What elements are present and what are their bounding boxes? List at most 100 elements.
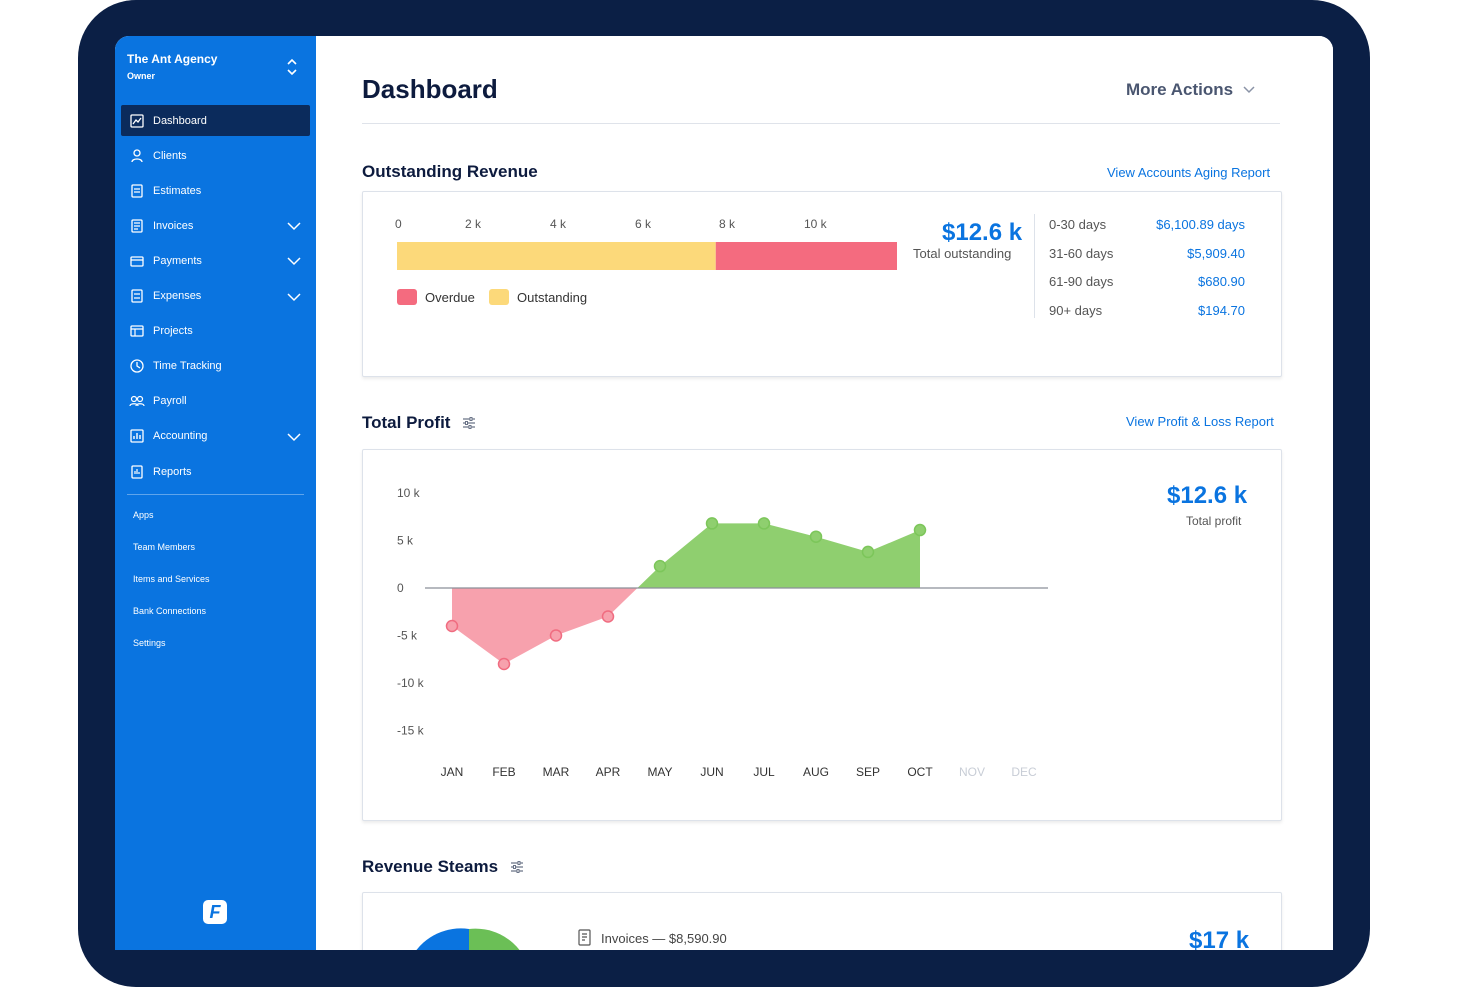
chevron-down-icon[interactable] [286,429,302,445]
sidebar-item-label: Payments [153,254,202,267]
accounting-icon [129,428,145,444]
x-tick-label: 2 k [465,217,482,231]
sidebar-item-reports[interactable]: Reports [121,456,310,487]
data-point [653,559,667,573]
chevron-down-icon [1243,86,1255,94]
y-tick-label: -10 k [397,676,425,690]
business-role: Owner [127,71,156,81]
sidebar-item-label: Accounting [153,430,208,443]
sidebar-item-estimates[interactable]: Estimates [121,175,310,206]
revenue-streams-total: $17 k [1189,927,1250,950]
filter-settings-icon[interactable] [462,416,476,430]
legend-outstanding: Outstanding [489,289,587,305]
sidebar-item-expenses[interactable]: Expenses [121,281,310,312]
invoices-icon [129,218,145,234]
profit-loss-report-link[interactable]: View Profit & Loss Report [1126,414,1274,429]
outstanding-swatch [489,289,509,305]
sidebar-item-time-tracking[interactable]: Time Tracking [121,351,310,382]
aging-divider [1034,214,1035,318]
total-profit-value: $12.6 k [1167,482,1248,509]
x-tick-label: APR [596,765,621,779]
x-tick-label: JAN [441,765,464,779]
sidebar-item-payments[interactable]: Payments [121,245,310,276]
overdue-swatch [397,289,417,305]
filter-settings-icon[interactable] [510,860,524,874]
total-outstanding-label: Total outstanding [913,246,1012,261]
sidebar-item-dashboard[interactable]: Dashboard [121,105,310,136]
main-content: Dashboard More Actions Outstanding Reven… [316,36,1333,950]
aging-label: 90+ days [1049,303,1103,318]
legend-outstanding-label: Outstanding [517,289,588,305]
sidebar-item-label: Expenses [153,290,202,302]
sidebar-link-apps[interactable]: Apps [133,510,154,520]
x-tick-label: JUL [753,765,775,779]
chart-icon [129,113,145,129]
x-tick-label: 6 k [635,217,652,231]
business-name: The Ant Agency [127,52,218,66]
revenue-streams-title: Revenue Steams [362,857,499,876]
y-tick-label: -5 k [397,629,418,643]
chevron-down-icon[interactable] [286,253,302,269]
x-tick-label: NOV [959,765,985,779]
accounts-aging-report-link[interactable]: View Accounts Aging Report [1107,165,1271,180]
y-tick-label: 10 k [397,486,421,500]
x-tick-label: 4 k [550,217,567,231]
business-switcher[interactable]: The Ant Agency Owner [127,52,217,81]
aging-value: $6,100.89 days [1156,217,1245,232]
invoices-legend-label: Invoices — $8,590.90 [601,930,727,946]
switch-business-icon[interactable] [285,56,299,78]
legend-overdue: Overdue [397,289,475,305]
clients-icon [129,148,145,164]
x-tick-label: AUG [803,765,829,779]
chevron-down-icon[interactable] [286,289,302,305]
x-tick-label: OCT [907,765,933,779]
y-tick-label: 0 [397,581,404,595]
freshbooks-logo: F [203,900,227,924]
revenue-streams-pie-chart [416,928,520,950]
page-title: Dashboard [362,74,498,104]
payments-icon [129,253,145,269]
y-tick-label: 5 k [397,534,414,548]
more-actions-label: More Actions [1126,80,1234,99]
sidebar-item-label: Estimates [153,184,202,197]
estimates-icon [129,183,145,199]
x-tick-label: FEB [492,765,515,779]
legend-overdue-label: Overdue [425,289,475,305]
sidebar-item-label: Time Tracking [153,360,222,373]
aging-value: $680.90 [1198,274,1245,289]
x-tick-label: JUN [700,765,723,779]
sidebar-item-label: Projects [153,325,193,338]
sidebar-item-payroll[interactable]: Payroll [121,386,310,417]
sidebar-item-invoices[interactable]: Invoices [121,210,310,241]
sidebar-link-settings[interactable]: Settings [133,638,166,648]
sidebar-item-accounting[interactable]: Accounting [121,421,310,452]
sidebar-link-items-services[interactable]: Items and Services [133,574,210,584]
more-actions-button[interactable]: More Actions [1126,80,1255,100]
clock-icon [129,358,145,374]
aging-label: 0-30 days [1049,217,1107,232]
sidebar-item-label: Invoices [153,219,194,232]
sidebar-item-projects[interactable]: Projects [121,316,310,347]
sidebar-link-team-members[interactable]: Team Members [133,542,196,552]
aging-value: $194.70 [1198,303,1245,318]
data-point [445,619,459,633]
aging-label: 31-60 days [1049,246,1114,261]
data-point [861,545,875,559]
sidebar-item-label: Reports [153,465,192,478]
positive-profit-area [637,523,920,588]
sidebar-link-bank-connections[interactable]: Bank Connections [133,606,207,616]
pie-slice-green [469,928,520,950]
sidebar-item-label: Payroll [153,395,187,408]
chevron-down-icon[interactable] [286,218,302,234]
data-point [549,629,563,642]
data-point [757,517,771,530]
sidebar-item-clients[interactable]: Clients [121,140,310,171]
sidebar-item-label: Clients [153,149,187,162]
invoices-legend: Invoices — $8,590.90 [577,929,727,947]
x-tick-label: MAY [647,765,672,779]
revenue-streams-heading: Revenue Steams [362,857,524,877]
data-point [601,610,615,623]
x-tick-label: DEC [1011,765,1037,779]
x-tick-label: 10 k [804,217,827,231]
sidebar-item-label: Dashboard [153,114,207,127]
